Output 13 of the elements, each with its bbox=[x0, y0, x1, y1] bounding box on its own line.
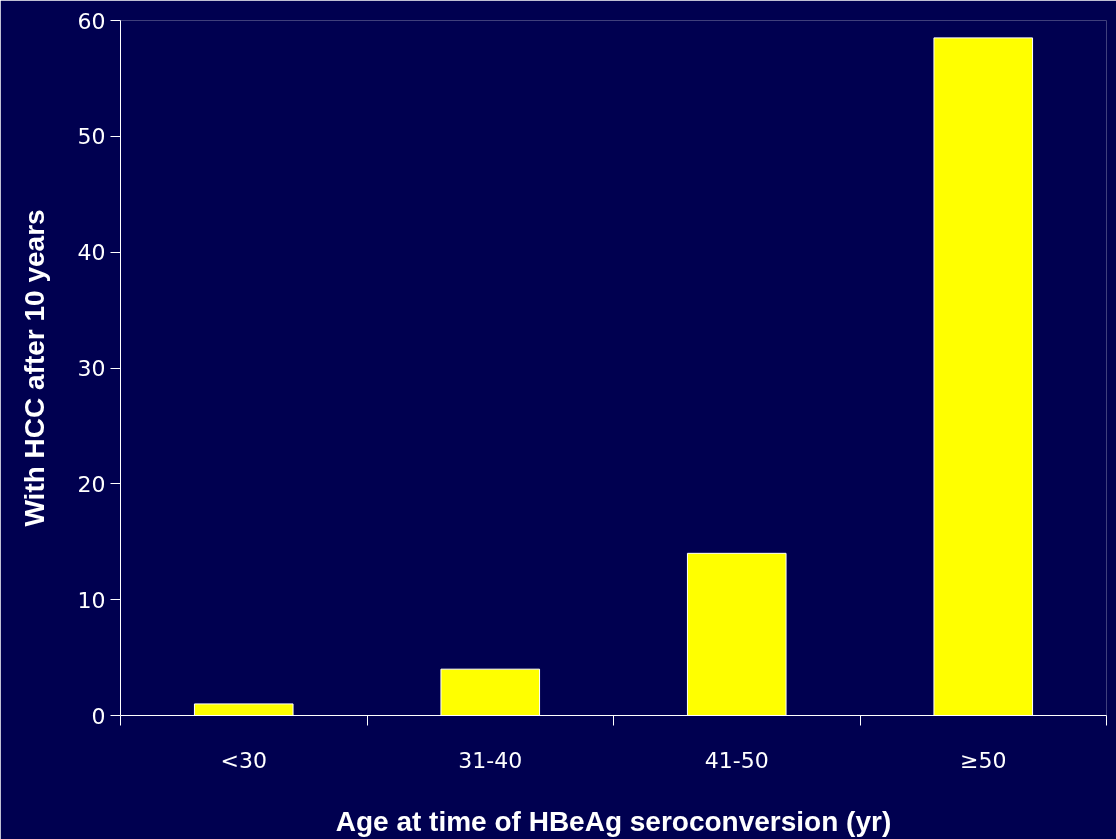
y-tick-label: 40 bbox=[77, 240, 106, 266]
x-tick-label: 31-40 bbox=[458, 747, 523, 773]
y-axis-title: With HCC after 10 years bbox=[18, 209, 50, 527]
x-tick-label: ≥50 bbox=[960, 747, 1007, 773]
x-axis-title: Age at time of HBeAg seroconversion (yr) bbox=[335, 805, 892, 837]
y-tick-label: 50 bbox=[77, 124, 106, 150]
y-tick-label: 10 bbox=[77, 587, 106, 613]
x-tick-label: 41-50 bbox=[704, 747, 769, 773]
y-tick-label: 60 bbox=[77, 8, 106, 34]
y-tick-label: 20 bbox=[77, 471, 106, 497]
x-tick-label: <30 bbox=[220, 747, 267, 773]
y-tick-label: 0 bbox=[91, 703, 106, 729]
y-tick-label: 30 bbox=[77, 356, 106, 381]
